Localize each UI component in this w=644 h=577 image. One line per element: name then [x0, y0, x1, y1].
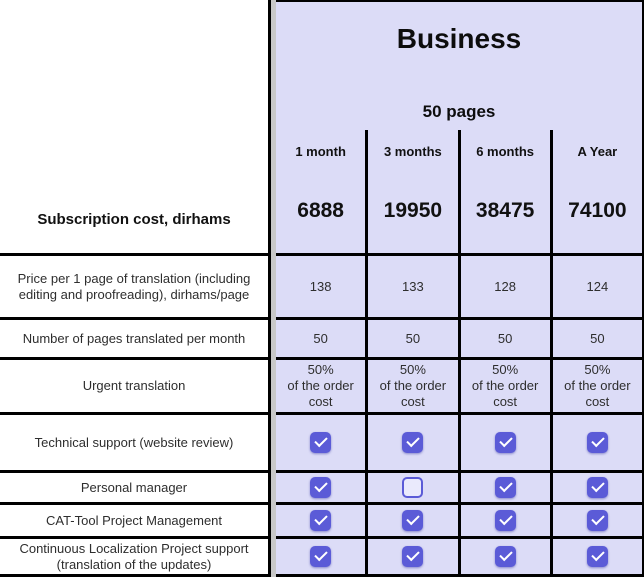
value-cell: 50% of the order cost — [549, 360, 642, 412]
column-a-year: A Year 74100 — [549, 130, 642, 253]
checkbox-cell — [549, 415, 642, 470]
personal-manager-label: Personal manager — [80, 479, 188, 495]
checkbox-cell — [549, 539, 642, 574]
checkbox[interactable] — [494, 510, 516, 531]
checkbox[interactable] — [586, 546, 608, 567]
urgent-translation-label: Urgent translation — [82, 378, 186, 393]
value-cell: 50 — [457, 320, 550, 357]
checkbox-cell — [276, 539, 365, 574]
continuous-localization-label: Continuous Localization Project support … — [19, 540, 249, 572]
row-labels-column: Subscription cost, dirhams Price per 1 p… — [0, 0, 268, 577]
value-cell: 138 — [309, 278, 332, 294]
duration-label: A Year — [577, 144, 618, 159]
continuous-localization-row — [276, 536, 642, 574]
column-divider-line — [268, 0, 271, 577]
checkbox-cell — [365, 415, 457, 470]
checkbox[interactable] — [494, 546, 516, 567]
value-cell: 50% of the order cost — [365, 360, 457, 412]
personal-manager-row — [276, 470, 642, 502]
duration-label: 3 months — [383, 144, 442, 159]
row-label-cell: Price per 1 page of translation (includi… — [0, 253, 268, 317]
checkbox-cell — [365, 539, 457, 574]
technical-support-label: Technical support (website review) — [34, 434, 234, 450]
subscription-cost-label-cell: Subscription cost, dirhams — [0, 0, 268, 253]
checkbox[interactable] — [310, 432, 332, 453]
checkbox[interactable] — [494, 432, 516, 453]
subscription-price: 19950 — [383, 199, 443, 222]
checkbox[interactable] — [586, 477, 608, 498]
technical-support-row — [276, 412, 642, 470]
urgent-translation-row: 50% of the order cost 50% of the order c… — [276, 357, 642, 412]
checkbox[interactable] — [402, 510, 424, 531]
checkbox[interactable] — [310, 510, 332, 531]
price-per-page-row: 138 133 128 124 — [276, 253, 642, 317]
checkbox[interactable] — [402, 546, 424, 567]
row-label-cell: Continuous Localization Project support … — [0, 536, 268, 574]
checkbox-cell — [457, 539, 550, 574]
value-cell: 50 — [313, 330, 328, 346]
checkbox[interactable] — [402, 432, 424, 453]
checkbox-cell — [457, 415, 550, 470]
checkbox[interactable] — [310, 477, 332, 498]
duration-columns-header: 1 month 6888 3 months 19950 6 months 384… — [276, 130, 642, 253]
subscription-price: 74100 — [568, 199, 627, 222]
checkbox-cell — [549, 505, 642, 536]
column-divider-shadow — [271, 0, 276, 577]
cat-tool-row — [276, 502, 642, 536]
value-cell: 50 — [365, 320, 457, 357]
value-cell: 133 — [365, 256, 457, 317]
subscription-price: 38475 — [475, 199, 535, 222]
checkbox[interactable] — [586, 510, 608, 531]
plan-title: Business — [396, 23, 522, 54]
checkbox-cell — [276, 415, 365, 470]
row-label-cell: Number of pages translated per month — [0, 317, 268, 357]
duration-label: 6 months — [476, 144, 535, 159]
price-per-page-label: Price per 1 page of translation (includi… — [17, 270, 251, 302]
checkbox[interactable] — [402, 477, 424, 498]
checkbox-cell — [457, 505, 550, 536]
plan-pages-subtitle: 50 pages — [422, 102, 496, 121]
checkbox[interactable] — [494, 477, 516, 498]
plan-card-header: Business 50 pages — [276, 2, 642, 130]
column-3-months: 3 months 19950 — [365, 130, 457, 253]
checkbox-cell — [457, 473, 550, 502]
subscription-price: 6888 — [297, 199, 344, 222]
duration-label: 1 month — [295, 144, 346, 159]
pages-per-month-row: 50 50 50 50 — [276, 317, 642, 357]
value-cell: 50 — [549, 320, 642, 357]
pages-per-month-label: Number of pages translated per month — [22, 330, 246, 346]
row-label-cell: Personal manager — [0, 470, 268, 502]
checkbox-cell — [276, 473, 365, 502]
plan-card: Business 50 pages 1 month 6888 3 months … — [276, 0, 644, 577]
checkbox-cell — [549, 473, 642, 502]
checkbox-cell — [365, 505, 457, 536]
column-1-month: 1 month 6888 — [276, 130, 365, 253]
value-cell: 50% of the order cost — [287, 362, 354, 409]
value-cell: 128 — [457, 256, 550, 317]
subscription-cost-label: Subscription cost, dirhams — [37, 211, 231, 228]
value-cell: 124 — [549, 256, 642, 317]
row-label-cell: Urgent translation — [0, 357, 268, 412]
checkbox-cell — [276, 505, 365, 536]
row-label-cell: Technical support (website review) — [0, 412, 268, 470]
cat-tool-label: CAT-Tool Project Management — [45, 512, 223, 528]
value-cell: 50% of the order cost — [457, 360, 550, 412]
row-label-cell: CAT-Tool Project Management — [0, 502, 268, 536]
checkbox[interactable] — [310, 546, 332, 567]
checkbox[interactable] — [586, 432, 608, 453]
column-6-months: 6 months 38475 — [457, 130, 550, 253]
checkbox-cell — [365, 473, 457, 502]
